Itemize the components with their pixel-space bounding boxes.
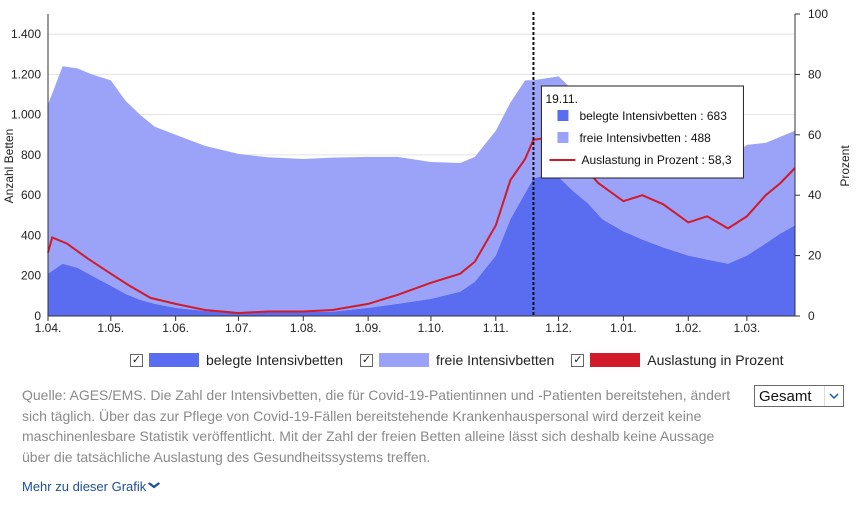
legend: ✓ belegte Intensivbetten ✓ freie Intensi…	[130, 352, 801, 368]
legend-item-belegte[interactable]: ✓ belegte Intensivbetten	[130, 352, 343, 368]
axes: 0 200 400 600 800 1.000 1.200 1.400 0 20 40 60 80 100…	[11, 7, 828, 335]
y-tick-left: 1.400	[11, 27, 41, 41]
more-link[interactable]: Mehr zu dieser Grafik	[22, 479, 161, 494]
y-tick-right: 80	[808, 67, 822, 81]
tooltip-swatch	[557, 110, 569, 121]
checkbox-auslastung[interactable]: ✓	[571, 353, 585, 367]
legend-item-auslastung[interactable]: ✓ Auslastung in Prozent	[571, 352, 784, 368]
chevron-down-icon	[148, 481, 161, 492]
y-tick-right: 0	[808, 309, 815, 323]
checkbox-belegte[interactable]: ✓	[130, 353, 143, 367]
x-tick: 1.11.	[483, 321, 509, 335]
tooltip-box	[540, 85, 744, 179]
x-tick: 1.10.	[418, 321, 445, 335]
x-tick: 1.03.	[734, 321, 761, 335]
legend-swatch-freie	[379, 353, 429, 367]
y-tick-right: 20	[808, 249, 822, 263]
y-tick-left: 200	[21, 269, 41, 283]
tooltip-row: freie Intensivbetten : 488	[579, 131, 711, 145]
x-tick: 1.02.	[675, 321, 702, 335]
y-tick-left: 600	[21, 188, 41, 202]
region-select-value: Gesamt	[759, 387, 812, 405]
region-select[interactable]: Gesamt	[754, 385, 844, 407]
checkbox-freie[interactable]: ✓	[360, 353, 373, 367]
chevron-down-icon	[824, 386, 843, 406]
x-tick: 1.06.	[162, 321, 189, 335]
tooltip-date: 19.11.	[545, 92, 577, 106]
y-tick-left: 1.000	[11, 108, 41, 122]
tooltip: 19.11.belegte Intensivbetten : 683 freie …	[540, 85, 744, 179]
y-tick-right: 60	[808, 128, 822, 142]
chart: 0 200 400 600 800 1.000 1.200 1.400 0 20 40 60 80 100…	[2, 7, 852, 335]
y-tick-left: 0	[34, 309, 41, 323]
legend-item-freie[interactable]: ✓ freie Intensivbetten	[360, 352, 554, 368]
tooltip-swatch	[557, 132, 569, 143]
x-tick: 1.07.	[225, 321, 252, 335]
y-axis-title-left: Anzahl Betten	[2, 129, 16, 204]
line-auslastung	[47, 136, 796, 315]
y-tick-left: 800	[21, 148, 41, 162]
legend-swatch-belegte	[149, 353, 199, 367]
y-axis-title-right: Prozent	[838, 145, 852, 187]
legend-label-freie: freie Intensivbetten	[436, 352, 555, 368]
x-tick: 1.01.	[610, 321, 637, 335]
x-tick: 1.04.	[35, 321, 62, 335]
y-tick-right: 100	[808, 7, 828, 21]
y-tick-right: 40	[808, 188, 822, 202]
area-belegte-intensivbetten	[48, 175, 795, 316]
more-link-label: Mehr zu dieser Grafik	[22, 479, 147, 494]
x-tick: 1.08.	[290, 321, 317, 335]
lines	[47, 12, 796, 316]
tooltip-row: belegte Intensivbetten : 683	[579, 109, 727, 123]
x-tick: 1.12.	[545, 321, 572, 335]
legend-label-belegte: belegte Intensivbetten	[206, 352, 343, 368]
y-tick-left: 400	[21, 228, 41, 242]
x-tick: 1.09.	[355, 321, 382, 335]
legend-swatch-auslastung	[590, 353, 641, 367]
x-tick: 1.05.	[97, 321, 124, 335]
tooltip-row: Auslastung in Prozent : 58,3	[581, 153, 731, 167]
legend-label-auslastung: Auslastung in Prozent	[647, 352, 784, 368]
source-text: Quelle: AGES/EMS. Die Zahl der Intensivb…	[22, 387, 731, 465]
y-tick-left: 1.200	[11, 67, 41, 81]
